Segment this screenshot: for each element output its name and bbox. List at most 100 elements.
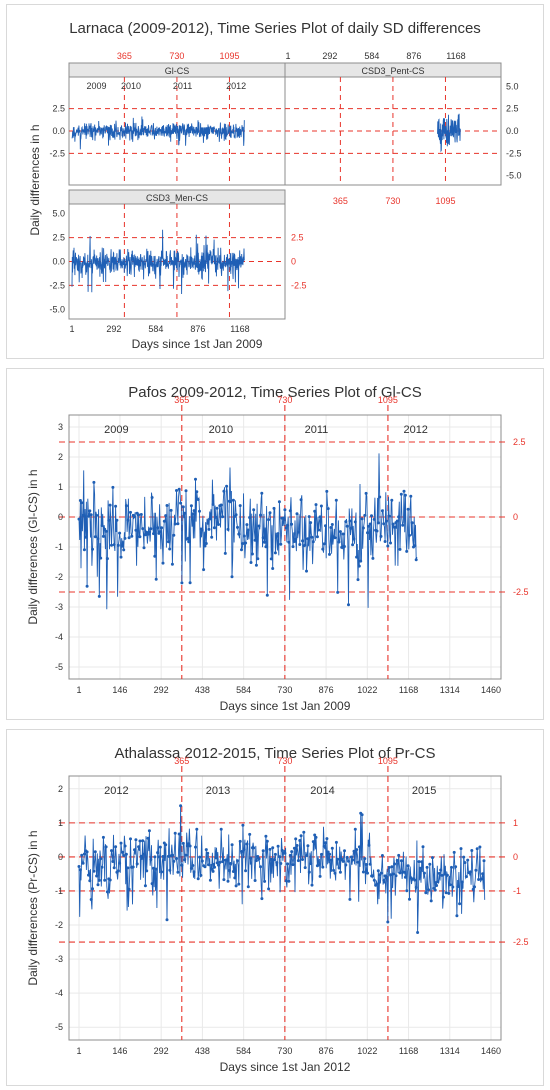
data-point: [272, 858, 276, 862]
data-point: [97, 594, 101, 598]
data-point: [448, 883, 452, 887]
data-point: [245, 523, 249, 527]
data-point: [236, 525, 239, 529]
data-point: [141, 839, 145, 843]
facet-label: CSD3_Pent-CS: [361, 66, 424, 76]
data-point: [441, 895, 445, 899]
data-point: [194, 477, 197, 481]
data-point: [138, 839, 142, 843]
data-point: [115, 518, 119, 522]
data-point: [359, 559, 363, 563]
data-point: [305, 569, 308, 573]
ref-y-label: 2.5: [513, 437, 526, 447]
data-point: [341, 532, 345, 536]
data-point: [253, 538, 257, 542]
data-point: [307, 870, 311, 874]
data-point: [181, 505, 185, 509]
x-tick-label: 292: [154, 1046, 169, 1056]
data-point: [315, 535, 319, 539]
data-point: [459, 847, 463, 851]
ref-y-label: 1: [513, 818, 518, 828]
data-point: [360, 813, 364, 817]
data-point: [135, 862, 139, 866]
y-tick-label-left: 0.0: [52, 257, 65, 267]
data-point: [253, 879, 257, 882]
year-label: 2009: [86, 81, 106, 91]
data-point: [481, 872, 485, 876]
data-point: [146, 532, 150, 536]
data-point: [89, 898, 93, 901]
data-point: [230, 575, 234, 579]
ref-y-label: 2.5: [291, 233, 304, 243]
data-point: [399, 492, 403, 496]
data-point: [272, 506, 276, 510]
data-point: [127, 887, 131, 891]
y-tick-label: 1: [58, 818, 63, 828]
data-point: [150, 496, 154, 499]
y-tick-label-left: 2.5: [52, 104, 65, 114]
data-point: [301, 539, 304, 543]
data-point: [361, 526, 365, 530]
data-point: [138, 535, 142, 539]
y-tick-label-right: 5.0: [506, 81, 519, 91]
data-point: [200, 528, 204, 532]
data-point: [244, 541, 248, 545]
data-point: [470, 849, 474, 852]
data-point: [248, 832, 252, 836]
data-point: [116, 869, 120, 873]
chart-title: Athalassa 2012-2015, Time Series Plot of…: [115, 745, 436, 762]
data-point: [139, 854, 143, 858]
data-point: [93, 850, 97, 854]
x-tick-label: 1314: [440, 1046, 460, 1056]
data-point: [244, 869, 248, 873]
data-point: [294, 837, 298, 841]
data-point: [249, 856, 253, 860]
data-point: [343, 849, 346, 853]
data-point: [375, 882, 379, 886]
data-point: [256, 557, 260, 561]
year-label: 2014: [310, 785, 334, 797]
data-point: [291, 863, 295, 867]
data-point: [166, 854, 170, 858]
data-point: [305, 854, 309, 857]
x-tick-label: 1: [76, 1046, 81, 1056]
data-point: [85, 850, 89, 854]
data-point: [199, 873, 203, 877]
data-point: [273, 852, 277, 856]
y-tick-label: 0: [58, 512, 63, 522]
data-point: [330, 523, 334, 526]
data-point: [328, 852, 332, 856]
data-point: [456, 885, 460, 888]
data-point: [287, 540, 291, 544]
data-point: [267, 518, 271, 522]
data-point: [93, 535, 97, 539]
data-point: [145, 869, 149, 873]
data-point: [189, 504, 193, 508]
data-point: [130, 534, 134, 538]
data-point: [212, 526, 216, 530]
data-point: [168, 868, 172, 872]
data-point: [120, 544, 124, 548]
data-point: [103, 527, 107, 531]
data-point: [246, 885, 250, 889]
data-point: [196, 877, 200, 881]
data-point: [259, 865, 262, 869]
y-tick-label: -3: [55, 602, 63, 612]
data-point: [180, 863, 184, 867]
data-point: [265, 593, 269, 597]
data-point: [378, 495, 382, 499]
facet-label: CSD3_Men-CS: [146, 193, 208, 203]
data-point: [207, 863, 211, 867]
data-point: [361, 870, 365, 874]
data-point: [240, 548, 243, 552]
data-point: [230, 843, 234, 847]
data-point: [234, 884, 238, 888]
data-point: [277, 500, 281, 504]
data-point: [471, 887, 475, 891]
data-point: [142, 546, 146, 550]
data-point: [82, 852, 86, 856]
data-point: [240, 850, 243, 853]
data-point: [347, 603, 350, 607]
data-point: [114, 504, 118, 508]
data-point: [170, 562, 174, 566]
